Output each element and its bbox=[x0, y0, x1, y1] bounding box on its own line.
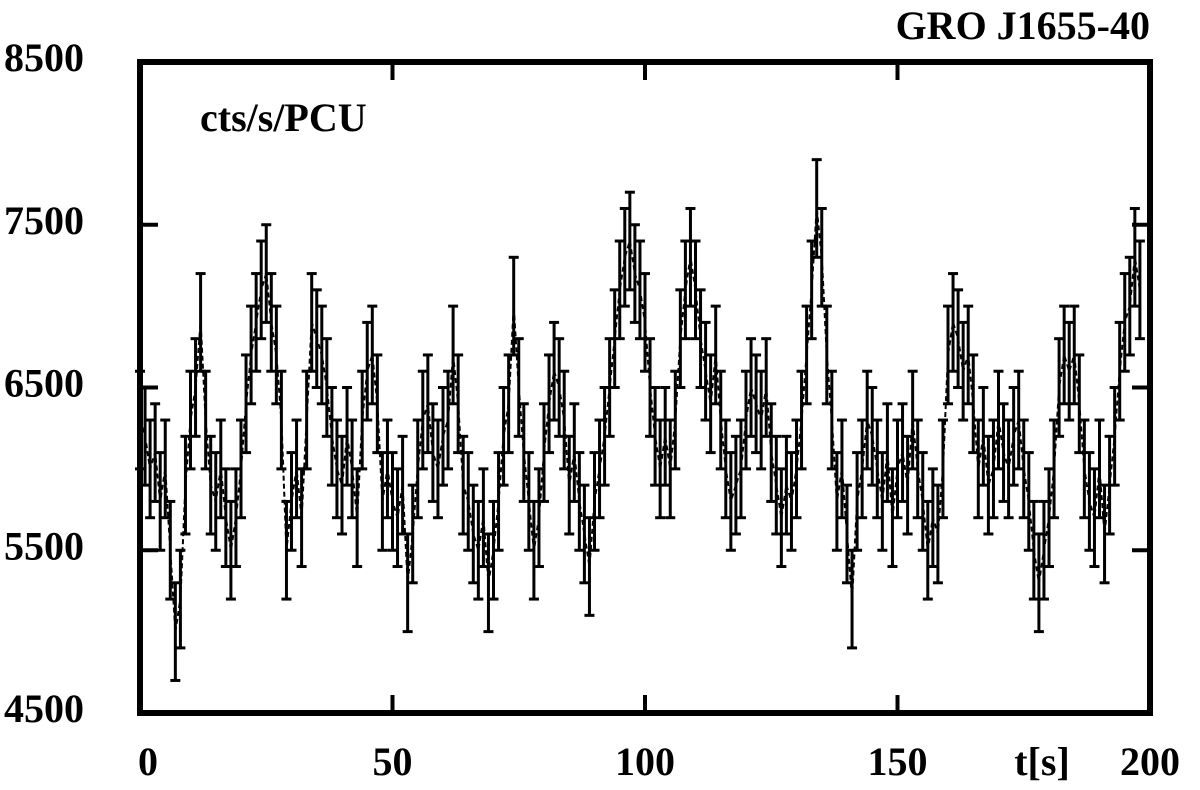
x-tick-label: 200 bbox=[1120, 739, 1180, 784]
y-tick-label: 5500 bbox=[4, 523, 84, 568]
x-tick-label: 150 bbox=[868, 739, 928, 784]
annotation: cts/s/PCU bbox=[200, 95, 367, 140]
x-tick-label: 50 bbox=[373, 739, 413, 784]
y-tick-label: 6500 bbox=[4, 361, 84, 406]
y-tick-label: 4500 bbox=[4, 686, 84, 731]
data-line bbox=[139, 208, 1141, 632]
y-tick-label: 8500 bbox=[4, 35, 84, 80]
x-tick-label: 100 bbox=[615, 739, 675, 784]
chart-title: GRO J1655-40 bbox=[896, 3, 1150, 48]
plot-frame bbox=[137, 59, 1153, 716]
x-tick-label: 0 bbox=[138, 739, 158, 784]
y-tick-label: 7500 bbox=[4, 198, 84, 243]
x-axis-label: t[s] bbox=[1014, 739, 1070, 784]
